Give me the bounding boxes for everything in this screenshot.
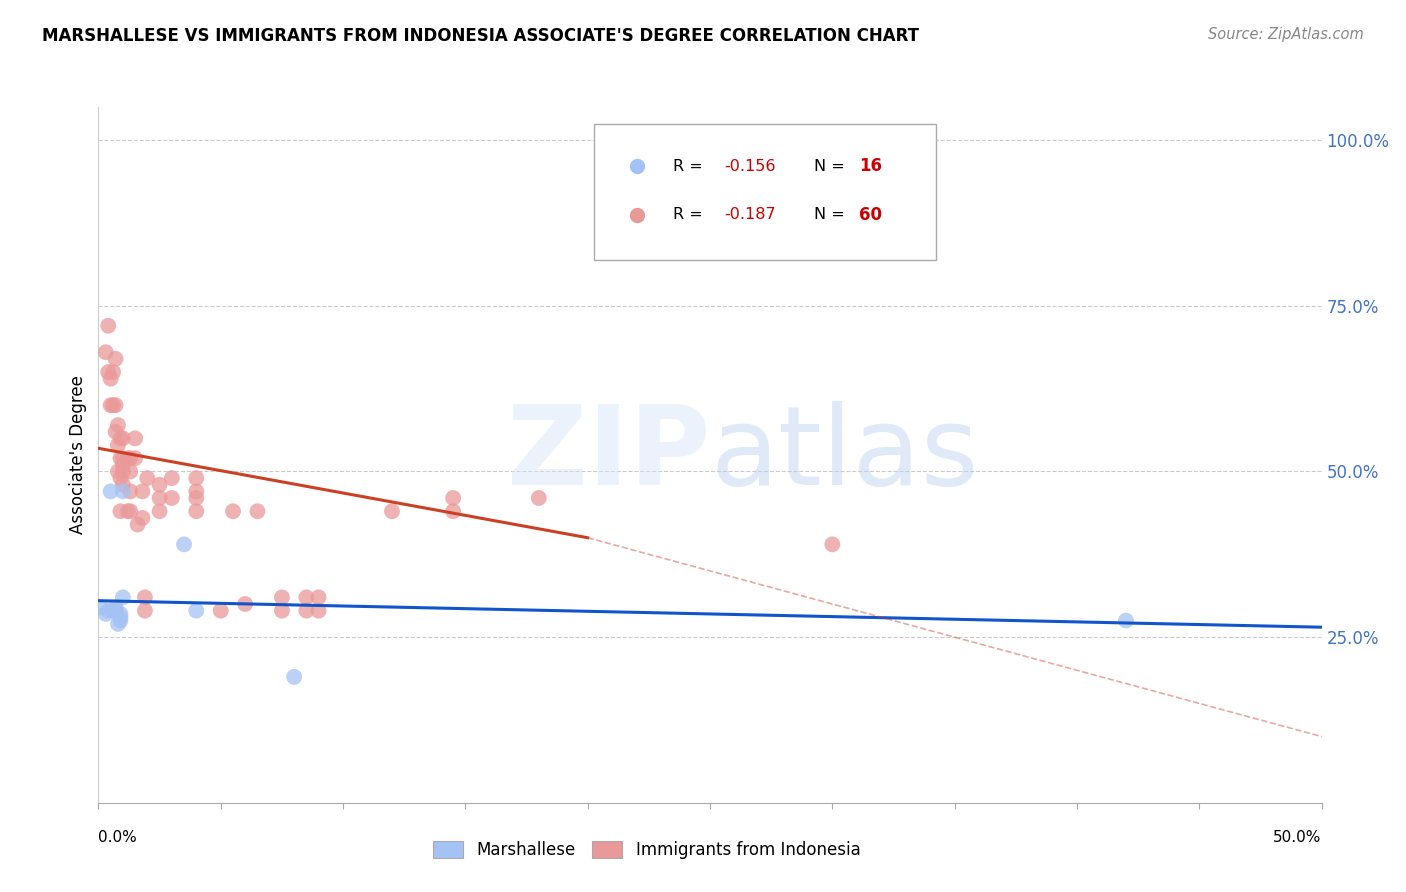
Point — [1115, 614, 1137, 628]
Point — [127, 517, 149, 532]
Point — [381, 504, 404, 518]
Point — [111, 484, 134, 499]
Point — [120, 484, 142, 499]
Point — [186, 471, 208, 485]
Text: R =: R = — [673, 159, 709, 174]
Point — [107, 465, 129, 479]
Point — [160, 471, 183, 485]
Point — [149, 477, 172, 491]
Point — [136, 471, 159, 485]
Text: 60: 60 — [859, 206, 882, 224]
Point — [100, 372, 122, 386]
Text: Source: ZipAtlas.com: Source: ZipAtlas.com — [1208, 27, 1364, 42]
Point — [308, 591, 330, 605]
Point — [107, 616, 129, 631]
Point — [90, 600, 112, 615]
Text: -0.156: -0.156 — [724, 159, 776, 174]
Y-axis label: Associate's Degree: Associate's Degree — [69, 376, 87, 534]
Point — [110, 504, 132, 518]
Point — [111, 477, 134, 491]
Point — [97, 604, 120, 618]
Point — [104, 398, 127, 412]
Point — [173, 537, 195, 551]
Point — [149, 504, 172, 518]
Text: R =: R = — [673, 207, 709, 222]
Point — [124, 451, 146, 466]
Point — [186, 604, 208, 618]
Point — [134, 591, 156, 605]
Point — [295, 604, 318, 618]
Point — [441, 504, 464, 518]
FancyBboxPatch shape — [593, 124, 936, 260]
Point — [117, 451, 139, 466]
Point — [120, 451, 142, 466]
Point — [270, 604, 294, 618]
Point — [186, 491, 208, 505]
Point — [149, 491, 172, 505]
Point — [124, 431, 146, 445]
Point — [222, 504, 245, 518]
Point — [120, 465, 142, 479]
Point — [110, 614, 132, 628]
Point — [527, 491, 550, 505]
Point — [186, 484, 208, 499]
Point — [111, 431, 134, 445]
Text: MARSHALLESE VS IMMIGRANTS FROM INDONESIA ASSOCIATE'S DEGREE CORRELATION CHART: MARSHALLESE VS IMMIGRANTS FROM INDONESIA… — [42, 27, 920, 45]
Point — [110, 607, 132, 621]
Point — [104, 600, 127, 615]
Text: N =: N = — [814, 159, 849, 174]
Point — [111, 591, 134, 605]
Point — [104, 425, 127, 439]
Point — [134, 604, 156, 618]
Point — [94, 607, 117, 621]
Point — [120, 504, 142, 518]
Point — [308, 604, 330, 618]
Text: -0.187: -0.187 — [724, 207, 776, 222]
Point — [111, 465, 134, 479]
Text: atlas: atlas — [710, 401, 979, 508]
Point — [270, 591, 294, 605]
Point — [107, 418, 129, 433]
Point — [131, 511, 153, 525]
Point — [100, 398, 122, 412]
Point — [110, 431, 132, 445]
Point — [111, 458, 134, 472]
Point — [186, 504, 208, 518]
Point — [246, 504, 269, 518]
Point — [295, 591, 318, 605]
Point — [209, 604, 232, 618]
Point — [233, 597, 256, 611]
Point — [110, 610, 132, 624]
Point — [104, 351, 127, 366]
Text: 50.0%: 50.0% — [1274, 830, 1322, 845]
Legend: Marshallese, Immigrants from Indonesia: Marshallese, Immigrants from Indonesia — [426, 834, 868, 866]
Point — [97, 318, 120, 333]
Point — [97, 365, 120, 379]
Point — [441, 491, 464, 505]
Point — [104, 604, 127, 618]
Point — [821, 537, 844, 551]
Text: N =: N = — [814, 207, 849, 222]
Point — [111, 451, 134, 466]
Point — [110, 471, 132, 485]
Point — [100, 484, 122, 499]
Text: ZIP: ZIP — [506, 401, 710, 508]
Point — [283, 670, 305, 684]
Point — [94, 345, 117, 359]
Point — [160, 491, 183, 505]
Point — [110, 451, 132, 466]
Point — [101, 398, 124, 412]
Text: 0.0%: 0.0% — [98, 830, 138, 845]
Point — [117, 504, 139, 518]
Point — [107, 438, 129, 452]
Point — [101, 365, 124, 379]
Text: 16: 16 — [859, 157, 882, 175]
Point — [101, 604, 124, 618]
Point — [131, 484, 153, 499]
